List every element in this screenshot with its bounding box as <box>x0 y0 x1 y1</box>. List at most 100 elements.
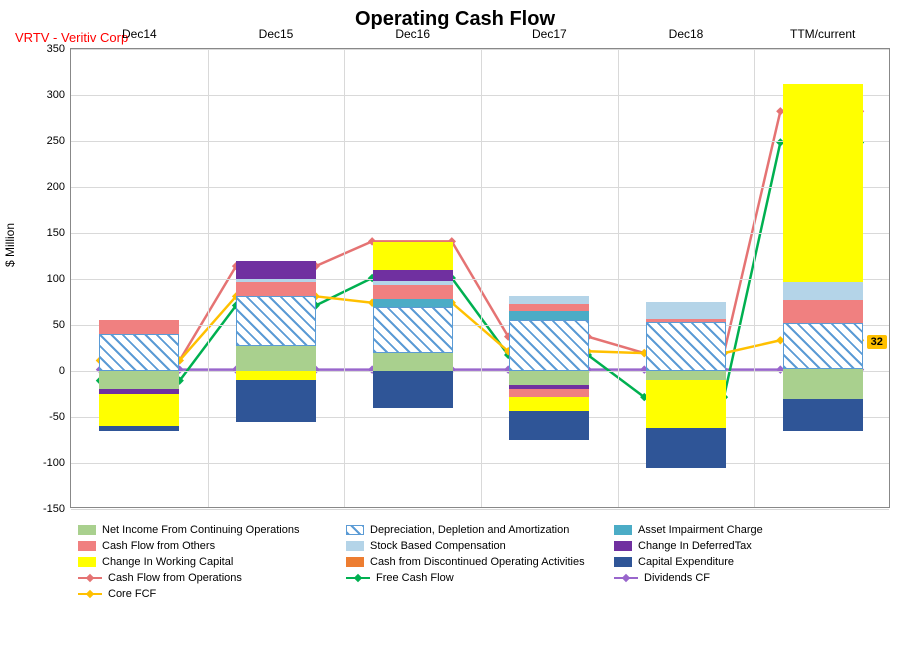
legend-item: Core FCF <box>78 588 346 600</box>
bar-segment-cf_others <box>509 389 589 396</box>
legend-item: Cash Flow from Others <box>78 540 346 552</box>
legend-swatch <box>78 593 102 595</box>
bar-segment-capex <box>373 371 453 408</box>
legend-swatch <box>78 557 96 567</box>
core-fcf-callout: 32 <box>867 335 887 349</box>
gridline <box>71 417 889 418</box>
cfo-line <box>100 111 860 360</box>
bar-segment-asset_impair <box>509 311 589 320</box>
bar-segment-stock_comp <box>236 279 316 282</box>
legend: Net Income From Continuing Operations Dep… <box>70 520 890 604</box>
y-tick-label: 50 <box>53 319 71 331</box>
bar-segment-dda <box>99 334 179 371</box>
y-tick-label: -100 <box>43 457 71 469</box>
legend-swatch <box>346 557 364 567</box>
x-tick-label: Dec17 <box>532 27 567 41</box>
bar-segment-dda <box>646 322 726 371</box>
bar-segment-dda <box>783 323 863 369</box>
legend-label: Asset Impairment Charge <box>638 524 763 536</box>
legend-item: Cash Flow from Operations <box>78 572 346 584</box>
bar-segment-net_income <box>236 346 316 371</box>
y-tick-label: 100 <box>47 273 71 285</box>
legend-swatch <box>78 541 96 551</box>
bar-segment-capex <box>646 428 726 468</box>
gridline <box>71 371 889 372</box>
bar-segment-cf_others <box>373 285 453 299</box>
x-tick-label: Dec15 <box>259 27 294 41</box>
legend-item: Cash from Discontinued Operating Activit… <box>346 556 614 568</box>
x-tick-label: Dec16 <box>395 27 430 41</box>
legend-label: Cash from Discontinued Operating Activit… <box>370 556 585 568</box>
bar-segment-capex <box>509 411 589 440</box>
legend-label: Stock Based Compensation <box>370 540 506 552</box>
bar-segment-stock_comp <box>646 302 726 319</box>
legend-label: Net Income From Continuing Operations <box>102 524 299 536</box>
gridline <box>71 279 889 280</box>
legend-swatch <box>614 541 632 551</box>
legend-label: Dividends CF <box>644 572 710 584</box>
bar-segment-capex <box>236 380 316 421</box>
y-tick-label: 0 <box>59 365 71 377</box>
bar-segment-capex <box>783 399 863 431</box>
legend-label: Core FCF <box>108 588 156 600</box>
gridline <box>71 233 889 234</box>
bar-segment-cf_others <box>783 300 863 323</box>
bar-segment-dda <box>236 296 316 347</box>
legend-label: Free Cash Flow <box>376 572 454 584</box>
y-tick-label: 300 <box>47 89 71 101</box>
plot-area: -150-100-50050100150200250300350Dec14Dec… <box>70 48 890 508</box>
legend-label: Capital Expenditure <box>638 556 734 568</box>
bar-segment-stock_comp <box>509 296 589 303</box>
x-tick-label: TTM/current <box>790 27 855 41</box>
bar-segment-net_income <box>99 371 179 389</box>
y-tick-label: 200 <box>47 181 71 193</box>
bar-segment-cf_others <box>236 282 316 296</box>
bar-segment-cf_others <box>646 319 726 323</box>
x-gridline <box>754 49 755 507</box>
x-tick-label: Dec18 <box>669 27 704 41</box>
y-axis-label: $ Million <box>3 223 17 267</box>
gridline <box>71 95 889 96</box>
y-tick-label: -150 <box>43 503 71 515</box>
legend-label: Depreciation, Depletion and Amortization <box>370 524 569 536</box>
legend-swatch <box>346 577 370 579</box>
bar-segment-deferred_tax <box>373 270 453 281</box>
bar-segment-working_cap <box>783 84 863 282</box>
bar-segment-working_cap <box>373 242 453 270</box>
x-gridline <box>481 49 482 507</box>
bar-segment-deferred_tax <box>236 261 316 279</box>
bar-segment-stock_comp <box>373 281 453 286</box>
bar-segment-net_income <box>646 371 726 380</box>
bar-segment-working_cap <box>509 397 589 411</box>
bar-segment-net_income <box>783 371 863 399</box>
legend-item: Change In DeferredTax <box>614 540 882 552</box>
bar-segment-dda <box>373 307 453 353</box>
y-tick-label: 250 <box>47 135 71 147</box>
legend-item: Asset Impairment Charge <box>614 524 882 536</box>
bar-segment-cf_others <box>99 320 179 334</box>
gridline <box>71 325 889 326</box>
legend-label: Cash Flow from Others <box>102 540 215 552</box>
legend-item: Capital Expenditure <box>614 556 882 568</box>
bar-segment-net_income <box>509 371 589 385</box>
gridline <box>71 141 889 142</box>
bar-segment-asset_impair <box>373 299 453 306</box>
bar-segment-working_cap <box>236 371 316 380</box>
bar-segment-stock_comp <box>783 282 863 300</box>
bar-segment-net_income <box>373 353 453 371</box>
gridline <box>71 463 889 464</box>
legend-swatch <box>614 557 632 567</box>
legend-swatch <box>78 577 102 579</box>
legend-item: Free Cash Flow <box>346 572 614 584</box>
bar-segment-capex <box>99 426 179 431</box>
legend-item: Stock Based Compensation <box>346 540 614 552</box>
ticker-label: VRTV - Veritiv Corp <box>15 30 128 45</box>
legend-item: Depreciation, Depletion and Amortization <box>346 524 614 536</box>
bar-segment-working_cap <box>646 380 726 428</box>
legend-label: Cash Flow from Operations <box>108 572 242 584</box>
legend-swatch <box>346 525 364 535</box>
x-gridline <box>208 49 209 507</box>
legend-label: Change In DeferredTax <box>638 540 752 552</box>
fcf-line <box>100 142 860 397</box>
legend-swatch <box>346 541 364 551</box>
